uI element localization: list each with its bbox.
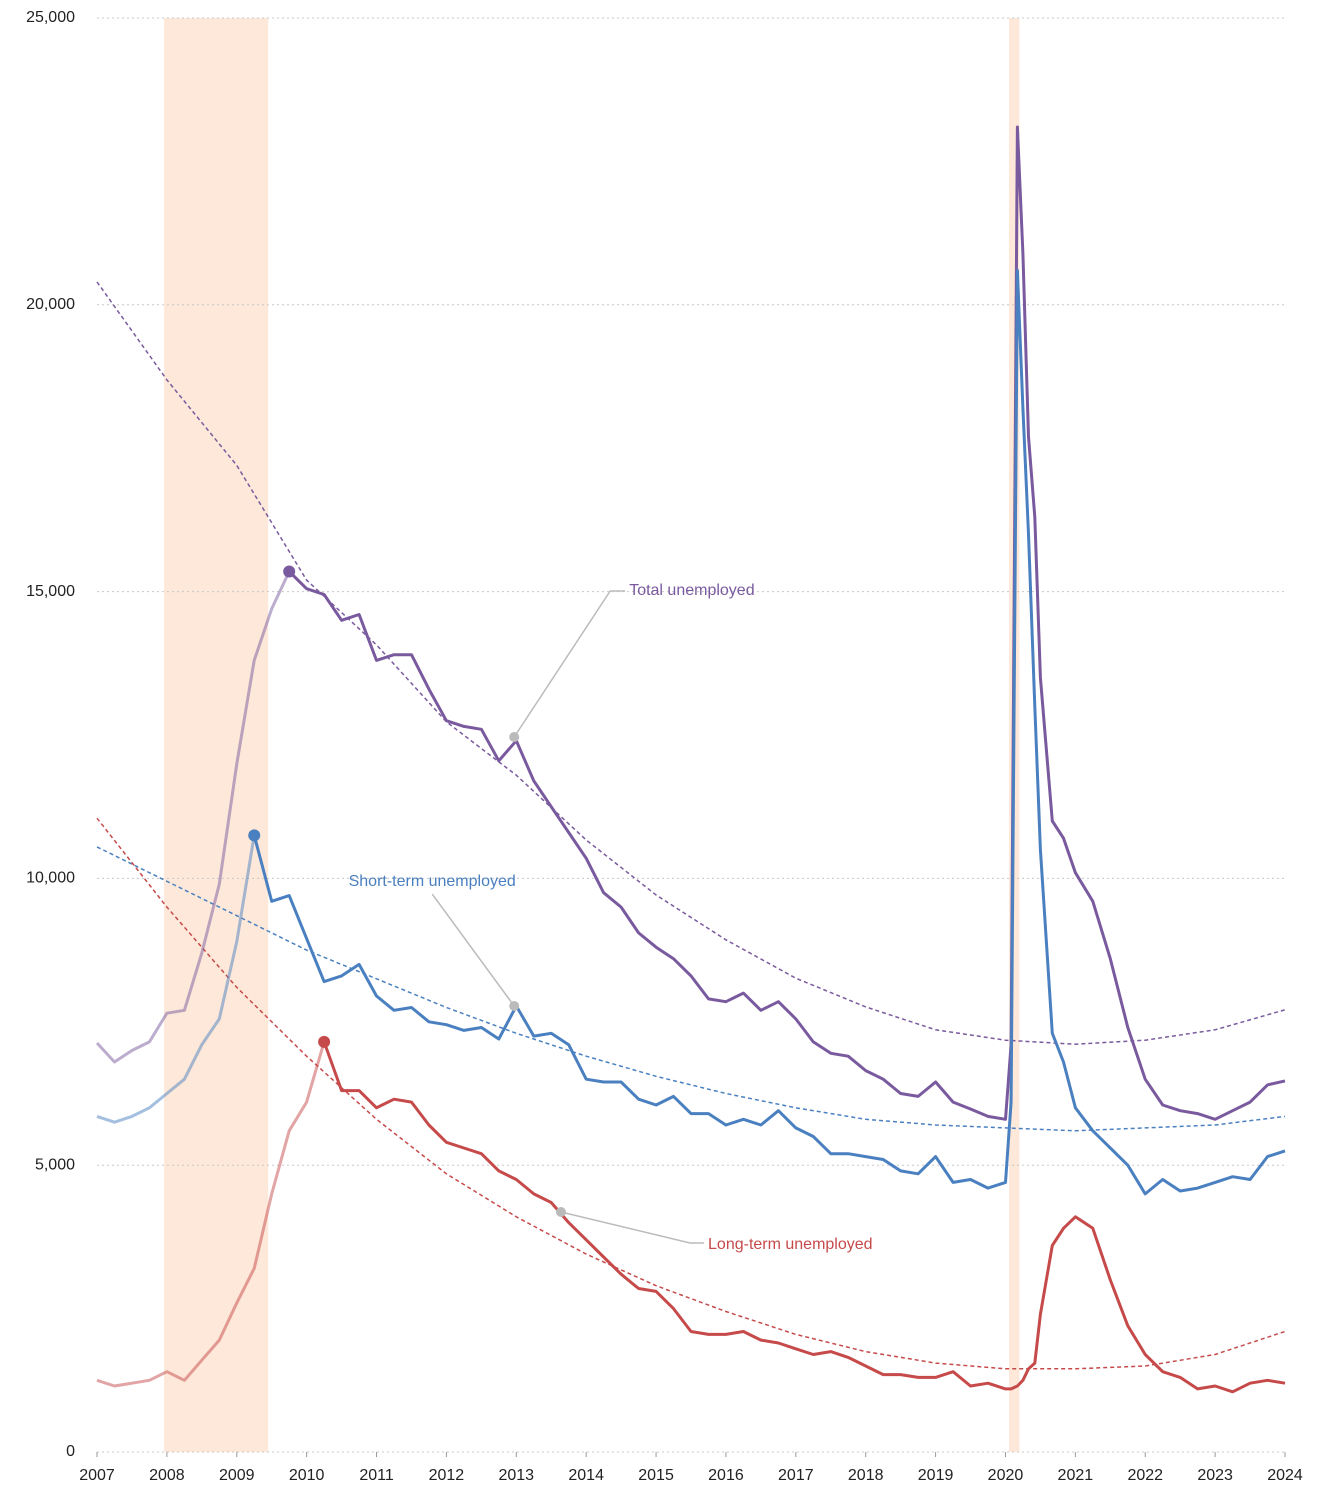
trend-line [96,846,1286,1132]
x-tick-label: 2014 [568,1467,604,1484]
y-tick-label: 25,000 [26,9,75,26]
recession-band [164,18,269,1452]
x-tick-label: 2022 [1127,1467,1163,1484]
y-tick-label: 15,000 [26,583,75,600]
x-tick-label: 2017 [778,1467,814,1484]
annotation-leader [513,590,626,738]
x-tick-label: 2015 [638,1467,674,1484]
x-tick-label: 2020 [988,1467,1024,1484]
x-tick-label: 2018 [848,1467,884,1484]
line [322,1041,1286,1394]
x-tick-label: 2019 [918,1467,954,1484]
x-tick-label: 2013 [498,1467,534,1484]
annotation-dot [556,1207,567,1218]
x-tick-label: 2016 [708,1467,744,1484]
line-faded [96,1041,326,1388]
peak-marker [248,829,261,842]
annotation-dot [509,1001,520,1012]
annotation-leader [560,1211,705,1244]
peak-marker [318,1035,331,1048]
x-tick-label: 2024 [1267,1467,1303,1484]
annotation-dot [509,732,520,743]
y-tick-label: 20,000 [26,296,75,313]
annotation-label: Total unemployed [629,582,754,599]
annotation-leader [431,893,515,1007]
x-tick-label: 2012 [429,1467,465,1484]
x-tick-label: 2021 [1058,1467,1094,1484]
y-tick-label: 0 [66,1443,75,1460]
x-tick-label: 2011 [359,1467,394,1484]
trend-line [96,281,1286,1045]
x-tick-label: 2009 [219,1467,255,1484]
x-tick-label: 2023 [1197,1467,1233,1484]
line-faded [95,570,291,1064]
annotation-label: Short-term unemployed [349,873,516,890]
trend-line [96,817,1286,1370]
x-tick-label: 2007 [79,1467,115,1484]
y-tick-label: 10,000 [26,870,75,887]
line-faded [96,835,256,1124]
y-tick-label: 5,000 [35,1156,75,1173]
line [252,268,1286,1196]
annotation-label: Long-term unemployed [708,1236,873,1253]
line [288,125,1286,1121]
peak-marker [283,565,296,578]
x-tick-label: 2010 [289,1467,325,1484]
x-tick-label: 2008 [149,1467,185,1484]
